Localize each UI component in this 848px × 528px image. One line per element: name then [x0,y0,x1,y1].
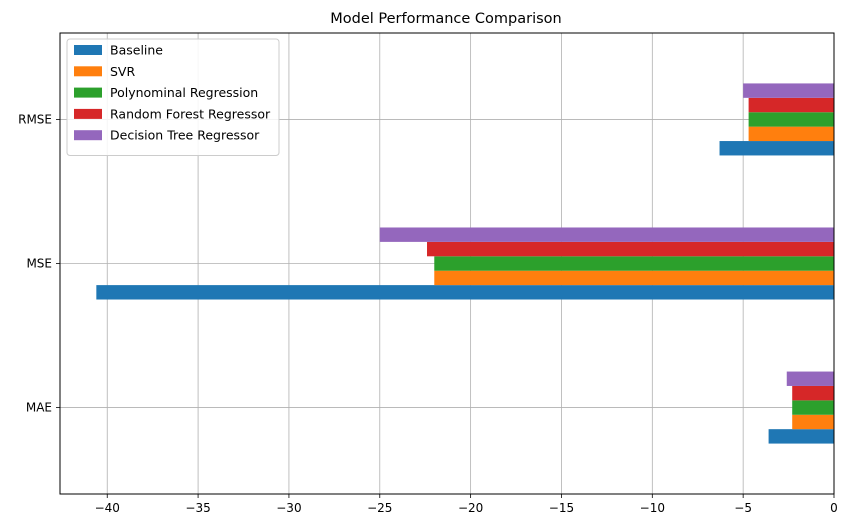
bar-mae-baseline [768,429,834,444]
bar-rmse-svr [748,126,834,142]
bar-mae-polynominal-regression [792,400,834,415]
y-axis-ticks: MAE MSE RMSE [18,112,60,415]
x-tick-label: −10 [640,501,665,515]
y-tick-label-rmse: RMSE [18,112,52,126]
legend-label: SVR [110,64,135,79]
legend-label: Polynominal Regression [110,85,258,100]
bar-mse-decision-tree-regressor [379,227,834,242]
bar-rmse-baseline [719,141,834,156]
bar-mse-polynominal-regression [434,256,834,271]
legend-swatch [74,45,102,55]
chart-title: Model Performance Comparison [330,11,561,27]
bar-mse-random-forest-regressor [427,241,834,257]
bar-mse-svr [434,270,834,286]
bar-rmse-polynominal-regression [748,112,834,127]
legend: Baseline SVR Polynominal Regression Random … [66,38,280,156]
x-tick-label: 0 [830,501,838,515]
x-tick-label: −20 [458,501,483,515]
bars [96,83,835,444]
x-tick-label: −30 [276,501,301,515]
bar-mae-svr [792,414,834,430]
legend-label: Decision Tree Regressor [110,128,260,143]
bar-rmse-decision-tree-regressor [743,83,834,98]
x-axis-ticks: −40 −35 −30 −25 −20 −15 −10 −5 0 [95,494,838,515]
legend-label: Baseline [110,43,163,58]
bar-mae-decision-tree-regressor [786,371,834,386]
x-tick-label: −15 [549,501,574,515]
bar-mse-baseline [96,285,835,300]
legend-box [66,38,280,156]
legend-swatch [74,66,102,77]
bar-mae-random-forest-regressor [792,385,834,401]
legend-swatch [74,108,102,119]
x-tick-label: −25 [367,501,392,515]
x-tick-label: −5 [734,501,752,515]
y-tick-label-mae: MAE [26,401,52,415]
bar-rmse-random-forest-regressor [748,97,834,113]
legend-label: Random Forest Regressor [110,106,271,121]
legend-swatch [74,130,102,141]
x-tick-label: −40 [95,501,120,515]
y-tick-label-mse: MSE [26,257,52,271]
x-tick-label: −35 [185,501,210,515]
legend-swatch [74,87,102,98]
